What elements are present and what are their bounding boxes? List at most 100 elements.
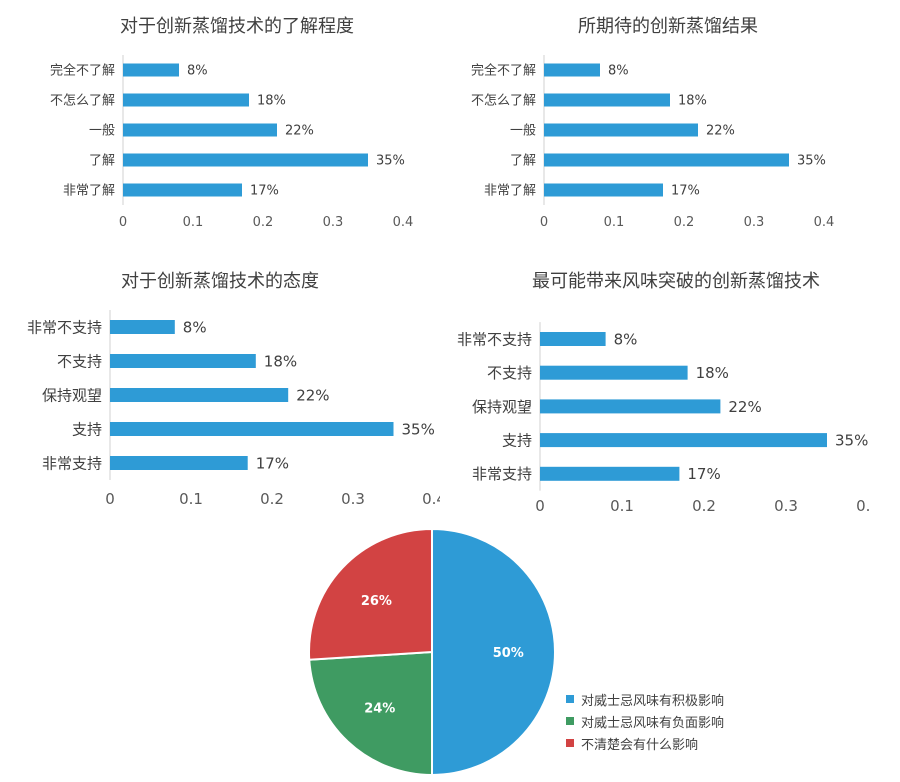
x-tick-label: 0.1 — [179, 490, 203, 508]
pie-slice — [308, 650, 433, 777]
bar — [123, 153, 368, 167]
legend-swatch-negative — [566, 717, 574, 725]
x-tick-label: 0.2 — [260, 490, 284, 508]
category-label: 不支持 — [57, 352, 102, 370]
data-label: 17% — [250, 184, 279, 199]
category-label: 非常不支持 — [27, 318, 102, 336]
x-tick-label: 0.1 — [610, 497, 634, 515]
bar — [110, 422, 394, 436]
data-label: 35% — [402, 420, 435, 438]
data-label: 35% — [376, 154, 405, 169]
data-label: 8% — [187, 64, 208, 79]
bar-chart-flavor-breakthrough: 最可能带来风味突破的创新蒸馏技术 非常不支持 8% 不支持 18% 保持观望 22% 支持 3… — [430, 255, 870, 520]
bar-plot-area: 完全不了解 8% 不怎么了解 18% 一般 22% 了解 35% 非常了解 17% 0 0.1 0.2 0… — [50, 55, 414, 230]
data-label: 8% — [614, 330, 638, 348]
category-label: 了解 — [89, 154, 115, 169]
data-label: 18% — [678, 94, 707, 109]
bar — [110, 354, 256, 368]
category-label: 支持 — [502, 432, 532, 450]
bar — [544, 93, 670, 107]
data-label: 35% — [797, 154, 826, 169]
x-tick-label: 0 — [105, 490, 115, 508]
category-label: 保持观望 — [42, 386, 102, 404]
chart-title: 对于创新蒸馏技术的态度 — [121, 271, 319, 292]
x-tick-label: 0.4 — [856, 497, 870, 515]
category-label: 不怎么了解 — [50, 94, 115, 109]
data-label: 17% — [671, 184, 700, 199]
bar-plot-area: 非常不支持 8% 不支持 18% 保持观望 22% 支持 35% 非常支持 17% 0 0.1 0.2 0… — [457, 322, 870, 515]
bar — [540, 466, 680, 481]
data-label: 22% — [285, 124, 314, 139]
data-label: 18% — [696, 364, 729, 382]
data-label: 17% — [256, 454, 289, 472]
category-label: 一般 — [510, 123, 536, 139]
x-tick-label: 0.2 — [253, 215, 274, 230]
category-label: 支持 — [72, 420, 102, 438]
x-tick-label: 0.2 — [674, 215, 695, 230]
category-label: 不怎么了解 — [471, 94, 536, 109]
category-label: 了解 — [510, 154, 536, 169]
category-label: 保持观望 — [472, 398, 532, 416]
legend-swatch-positive — [566, 695, 574, 703]
pie-legend: 对威士忌风味有积极影响 对威士忌风味有负面影响 不清楚会有什么影响 — [566, 688, 724, 754]
bar-plot-area: 非常不支持 8% 不支持 18% 保持观望 22% 支持 35% 非常支持 17% 0 0.1 0.2 0… — [27, 310, 440, 508]
legend-label: 不清楚会有什么影响 — [581, 737, 699, 753]
legend-item: 不清楚会有什么影响 — [566, 732, 724, 754]
category-label: 非常了解 — [484, 184, 536, 199]
x-tick-label: 0.3 — [323, 215, 344, 230]
bar — [540, 399, 721, 414]
bar — [544, 183, 663, 197]
bar — [123, 93, 249, 107]
bar — [123, 183, 242, 197]
x-tick-label: 0.3 — [341, 490, 365, 508]
bar — [110, 388, 289, 402]
data-label: 35% — [835, 432, 868, 450]
bar — [123, 63, 179, 77]
category-label: 完全不了解 — [50, 63, 115, 79]
data-label: 22% — [728, 398, 761, 416]
legend-label: 对威士忌风味有负面影响 — [581, 715, 725, 731]
bar — [544, 123, 698, 137]
data-label: 17% — [687, 465, 720, 483]
bar — [544, 63, 600, 77]
slice-label: 26% — [361, 594, 392, 609]
category-label: 完全不了解 — [471, 63, 536, 79]
slice-label: 24% — [364, 702, 395, 717]
x-tick-label: 0.4 — [814, 215, 835, 230]
x-tick-label: 0.4 — [393, 215, 414, 230]
bar-chart-attitude: 对于创新蒸馏技术的态度 非常不支持 8% 不支持 18% 保持观望 22% 支持 35% 非常支… — [0, 255, 440, 515]
pie-slice — [431, 527, 556, 777]
x-tick-label: 0.3 — [744, 215, 765, 230]
x-tick-label: 0 — [540, 215, 548, 230]
slice-label: 50% — [493, 646, 524, 661]
category-label: 不支持 — [487, 364, 532, 382]
legend-item: 对威士忌风味有积极影响 — [566, 688, 724, 710]
category-label: 非常支持 — [472, 465, 532, 483]
legend-label: 对威士忌风味有积极影响 — [581, 693, 725, 709]
data-label: 22% — [706, 124, 735, 139]
x-tick-label: 0.4 — [422, 490, 440, 508]
data-label: 8% — [183, 318, 207, 336]
category-label: 非常了解 — [63, 184, 115, 199]
data-label: 18% — [264, 352, 297, 370]
bar-chart-understanding: 对于创新蒸馏技术的了解程度 完全不了解 8% 不怎么了解 18% 一般 22% 了解 35% 非… — [0, 0, 430, 250]
data-label: 8% — [608, 64, 629, 79]
category-label: 非常不支持 — [457, 330, 532, 348]
chart-title: 最可能带来风味突破的创新蒸馏技术 — [532, 271, 820, 292]
legend-swatch-unclear — [566, 739, 574, 747]
data-label: 18% — [257, 94, 286, 109]
category-label: 非常支持 — [42, 454, 102, 472]
bar — [110, 456, 248, 470]
bar — [123, 123, 277, 137]
pie-chart-impact: 50% 24% 26% — [302, 522, 562, 782]
x-tick-label: 0.2 — [692, 497, 716, 515]
bar — [110, 320, 175, 334]
category-label: 一般 — [89, 123, 115, 139]
bar — [540, 332, 606, 346]
x-tick-label: 0.3 — [774, 497, 798, 515]
bar — [540, 365, 688, 380]
chart-title: 对于创新蒸馏技术的了解程度 — [120, 16, 354, 37]
x-tick-label: 0 — [535, 497, 545, 515]
chart-title: 所期待的创新蒸馏结果 — [578, 16, 758, 37]
bar — [544, 153, 789, 167]
